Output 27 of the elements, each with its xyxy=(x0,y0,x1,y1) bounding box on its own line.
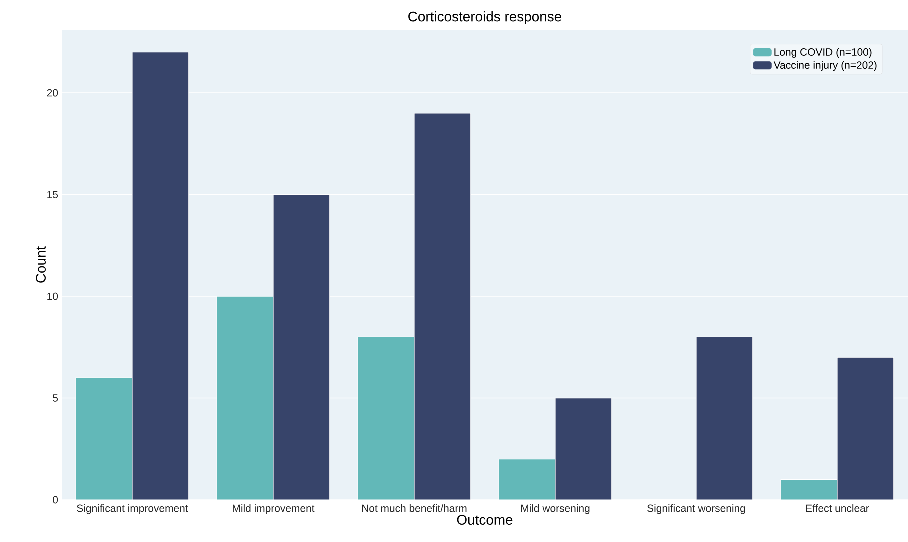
bar xyxy=(555,398,612,500)
bar xyxy=(76,378,133,500)
y-tick-label: 15 xyxy=(48,191,58,198)
y-axis-title: Count xyxy=(36,246,46,283)
x-tick-label: Significant improvement xyxy=(77,504,188,514)
x-axis-title: Outcome xyxy=(457,515,513,526)
x-tick-label: Mild improvement xyxy=(233,504,315,514)
bar xyxy=(780,479,838,500)
y-tick-label: 20 xyxy=(47,89,58,97)
x-tick-label: Mild worsening xyxy=(521,504,590,514)
y-tick-label: 10 xyxy=(48,292,58,300)
x-tick-label: Significant worsening xyxy=(648,504,746,514)
bar xyxy=(132,52,190,500)
chart-title: Corticosteroids response xyxy=(408,11,562,24)
x-tick-label: Effect unclear xyxy=(806,504,870,512)
bar xyxy=(498,459,556,500)
legend-label: Long COVID (n=100) xyxy=(774,48,872,58)
bar xyxy=(837,357,894,500)
x-tick-label: Not much benefit/harm xyxy=(362,504,467,512)
bar xyxy=(696,336,754,500)
y-tick-label: 0 xyxy=(53,496,58,504)
bar xyxy=(274,194,330,500)
bar xyxy=(358,336,415,500)
bar xyxy=(217,296,274,500)
bar xyxy=(414,113,472,500)
legend-label: Vaccine injury (n=202) xyxy=(774,61,877,72)
y-tick-label: 5 xyxy=(53,394,58,402)
